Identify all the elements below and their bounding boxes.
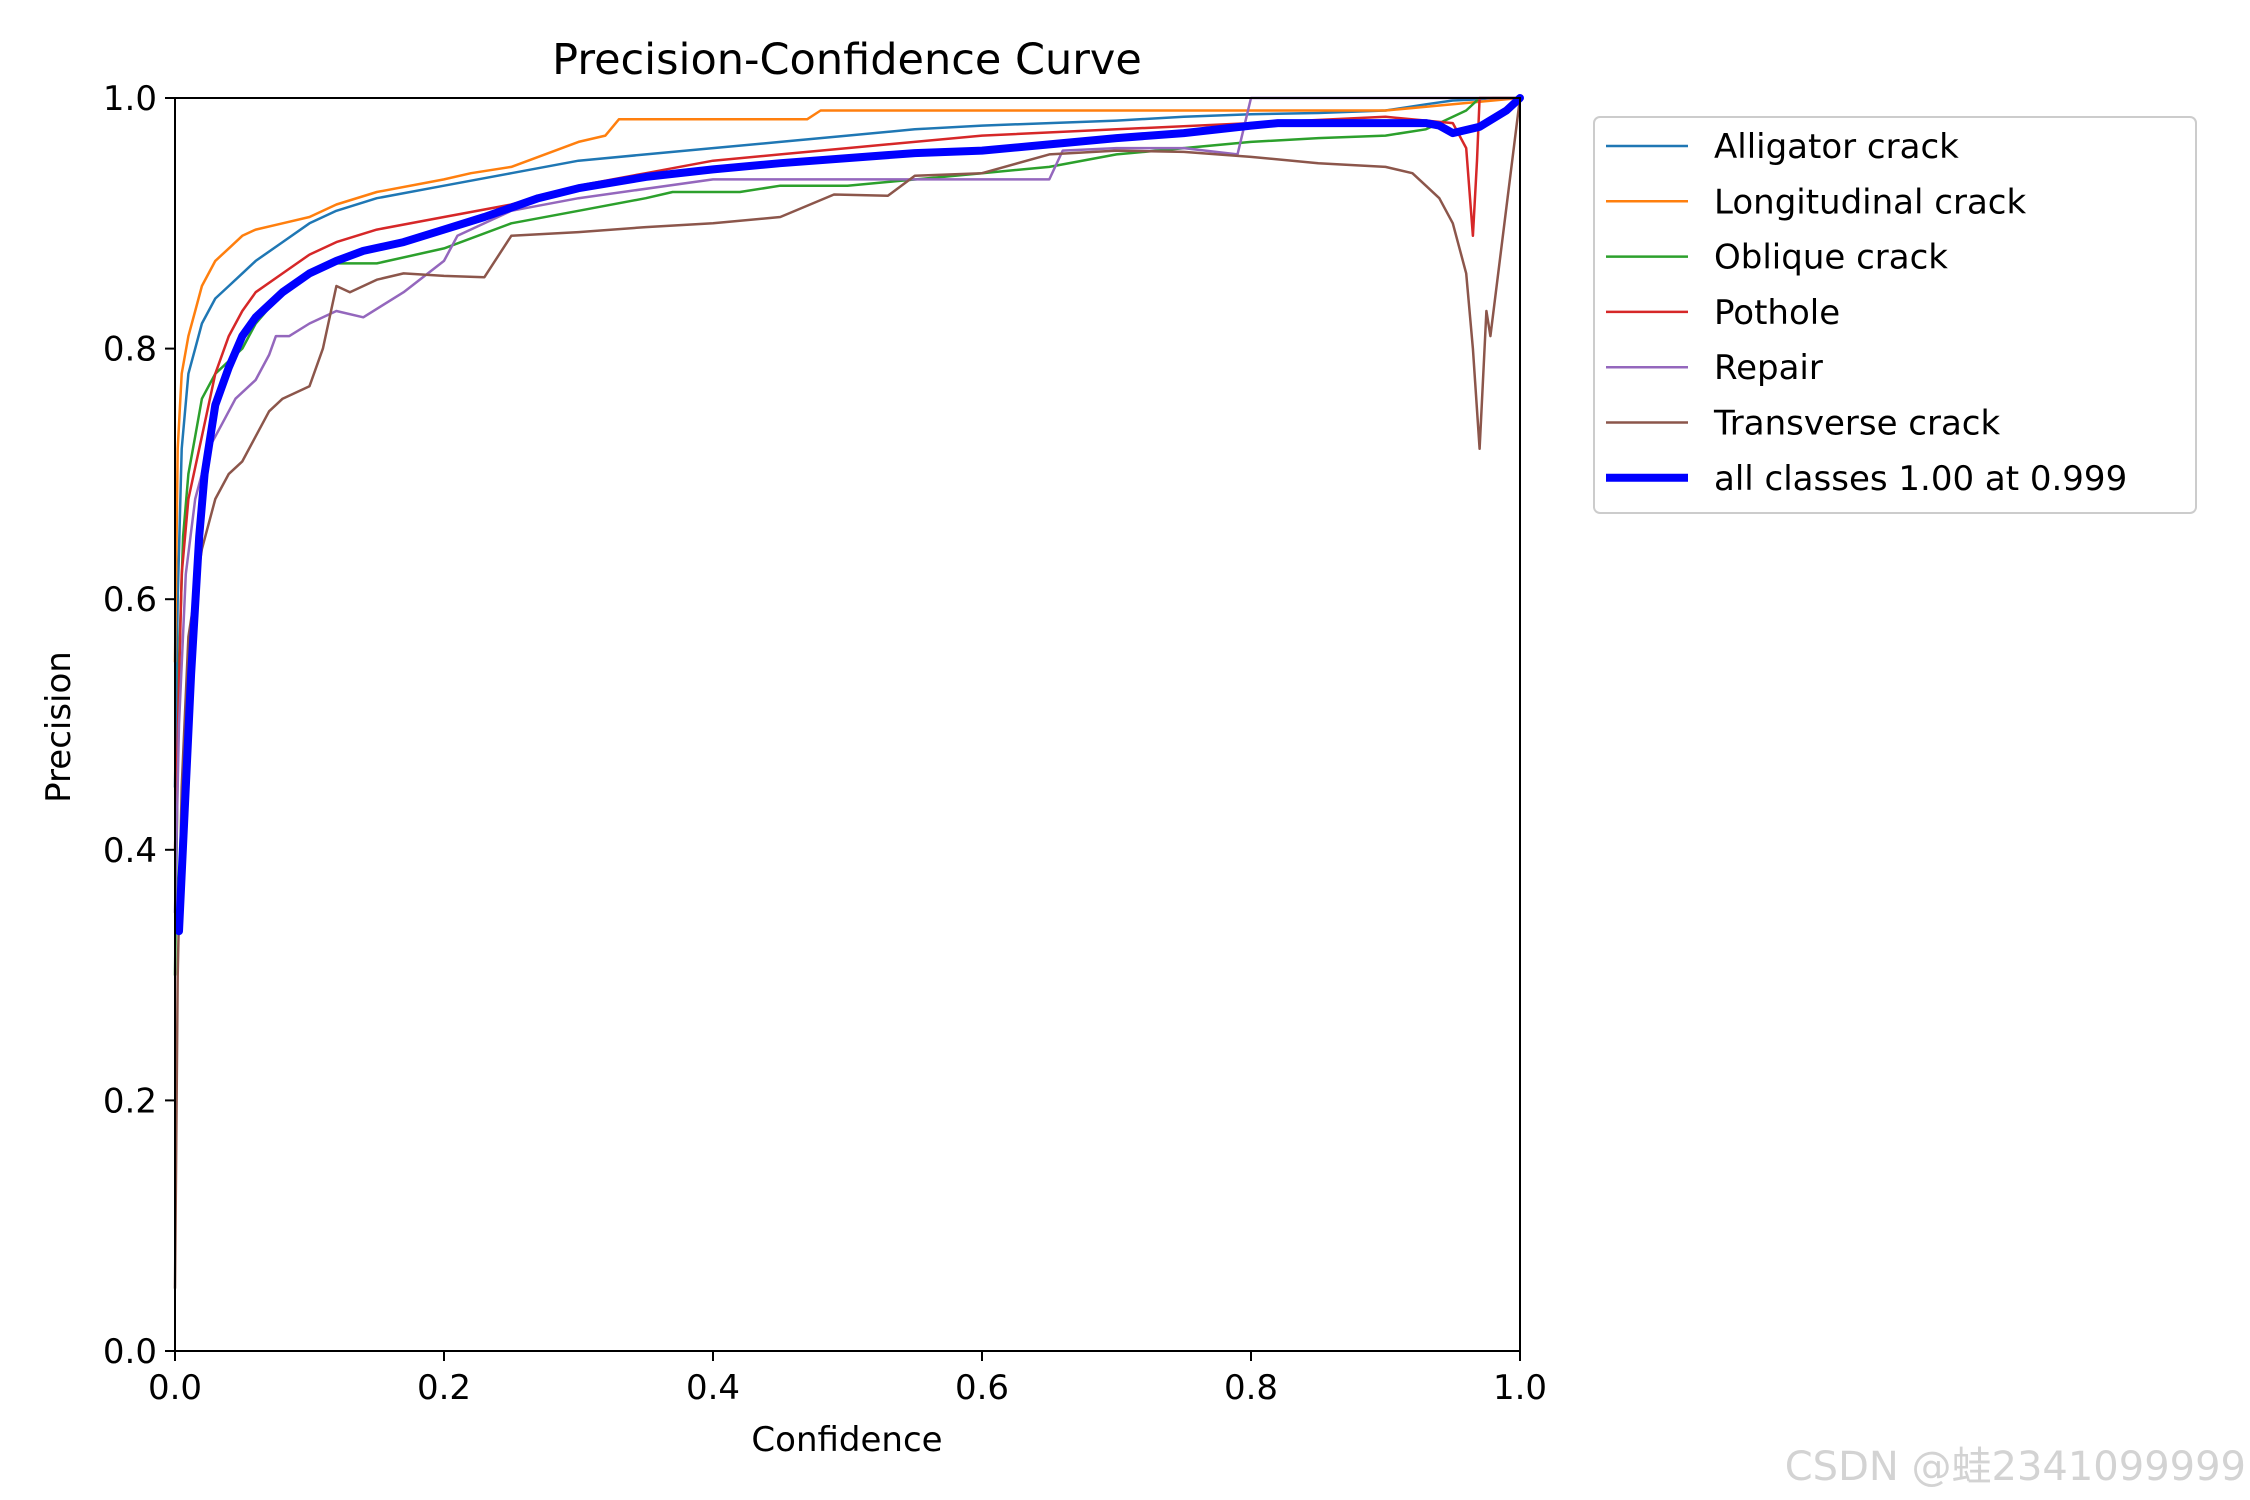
y-tick-label: 0.6: [103, 580, 157, 620]
series-line-all-classes-1-00-at-0-999: [175, 94, 1524, 936]
plot-frame: [174, 97, 1521, 1352]
legend-label-pothole: Pothole: [1714, 293, 1840, 333]
legend-label-repair: Repair: [1714, 348, 1823, 388]
y-tick-label: 0.0: [103, 1332, 157, 1372]
watermark: CSDN @蛙2341099999: [1784, 1444, 2246, 1490]
x-tick-label: 0.0: [148, 1368, 202, 1408]
series-layer: [173, 94, 1524, 1290]
x-tick-label: 0.8: [1224, 1368, 1278, 1408]
legend-label-transverse-crack: Transverse crack: [1713, 404, 2001, 444]
axis-layer: 0.0 0.2 0.4 0.6 0.8 1.0 0.0 0.2 0.4 0.6 0.8 1.0: [103, 79, 1547, 1408]
series-line-repair: [173, 96, 1522, 914]
y-tick-label: 0.2: [103, 1081, 157, 1121]
plot-area: [175, 98, 1520, 1351]
y-tick-label: 1.0: [103, 79, 157, 119]
y-tick-label: 0.8: [103, 330, 157, 370]
legend: Alligator crack Longitudinal crack Oblique…: [1593, 116, 2197, 514]
series-line-oblique-crack: [173, 96, 1522, 977]
x-axis-label: Confidence: [751, 1420, 942, 1460]
legend-frame: [1593, 116, 2197, 514]
legend-label-alligator-crack: Alligator crack: [1714, 127, 1959, 167]
x-tick-label: 0.4: [686, 1368, 740, 1408]
series-line-longitudinal-crack: [173, 96, 1522, 664]
x-tick-label: 0.6: [955, 1368, 1009, 1408]
x-tick-label: 1.0: [1493, 1368, 1547, 1408]
legend-label-longitudinal-crack: Longitudinal crack: [1714, 182, 2026, 222]
chart-title: Precision-Confidence Curve: [552, 35, 1142, 85]
y-axis-label: Precision: [39, 651, 79, 803]
y-tick-label: 0.4: [103, 831, 157, 871]
legend-label-oblique-crack: Oblique crack: [1714, 238, 1948, 278]
legend-label-all-classes-1-00-at-0-999: all classes 1.00 at 0.999: [1714, 459, 2127, 499]
series-line-transverse-crack: [173, 96, 1522, 1290]
x-tick-label: 0.2: [417, 1368, 471, 1408]
